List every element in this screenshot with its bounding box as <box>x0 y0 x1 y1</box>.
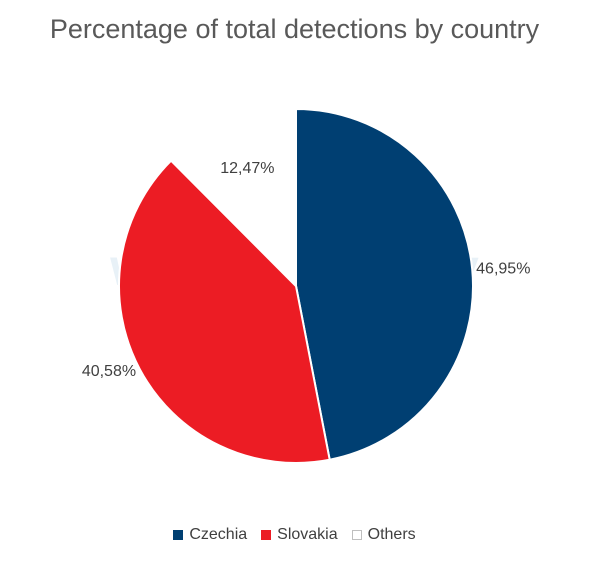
pie-slice-slovakia <box>118 159 331 464</box>
legend-swatch-czechia <box>173 530 184 540</box>
data-label-czechia: 46,95% <box>476 261 530 278</box>
legend-swatch-slovakia <box>261 530 272 540</box>
legend-label-czechia: Czechia <box>189 526 248 543</box>
data-label-others: 12,47% <box>220 160 274 177</box>
legend-label-others: Others <box>367 526 416 543</box>
chart-title: Percentage of total detections by countr… <box>49 14 540 44</box>
pie-slice-czechia <box>295 107 474 461</box>
legend: Czechia Slovakia Others <box>0 526 589 544</box>
data-label-slovakia: 40,58% <box>82 363 136 380</box>
legend-item-slovakia: Slovakia <box>261 526 338 544</box>
pie-slice-others <box>169 107 297 289</box>
legend-item-others: Others <box>351 526 416 544</box>
legend-label-slovakia: Slovakia <box>277 526 338 543</box>
legend-item-czechia: Czechia <box>173 526 247 544</box>
legend-swatch-others <box>351 530 362 540</box>
